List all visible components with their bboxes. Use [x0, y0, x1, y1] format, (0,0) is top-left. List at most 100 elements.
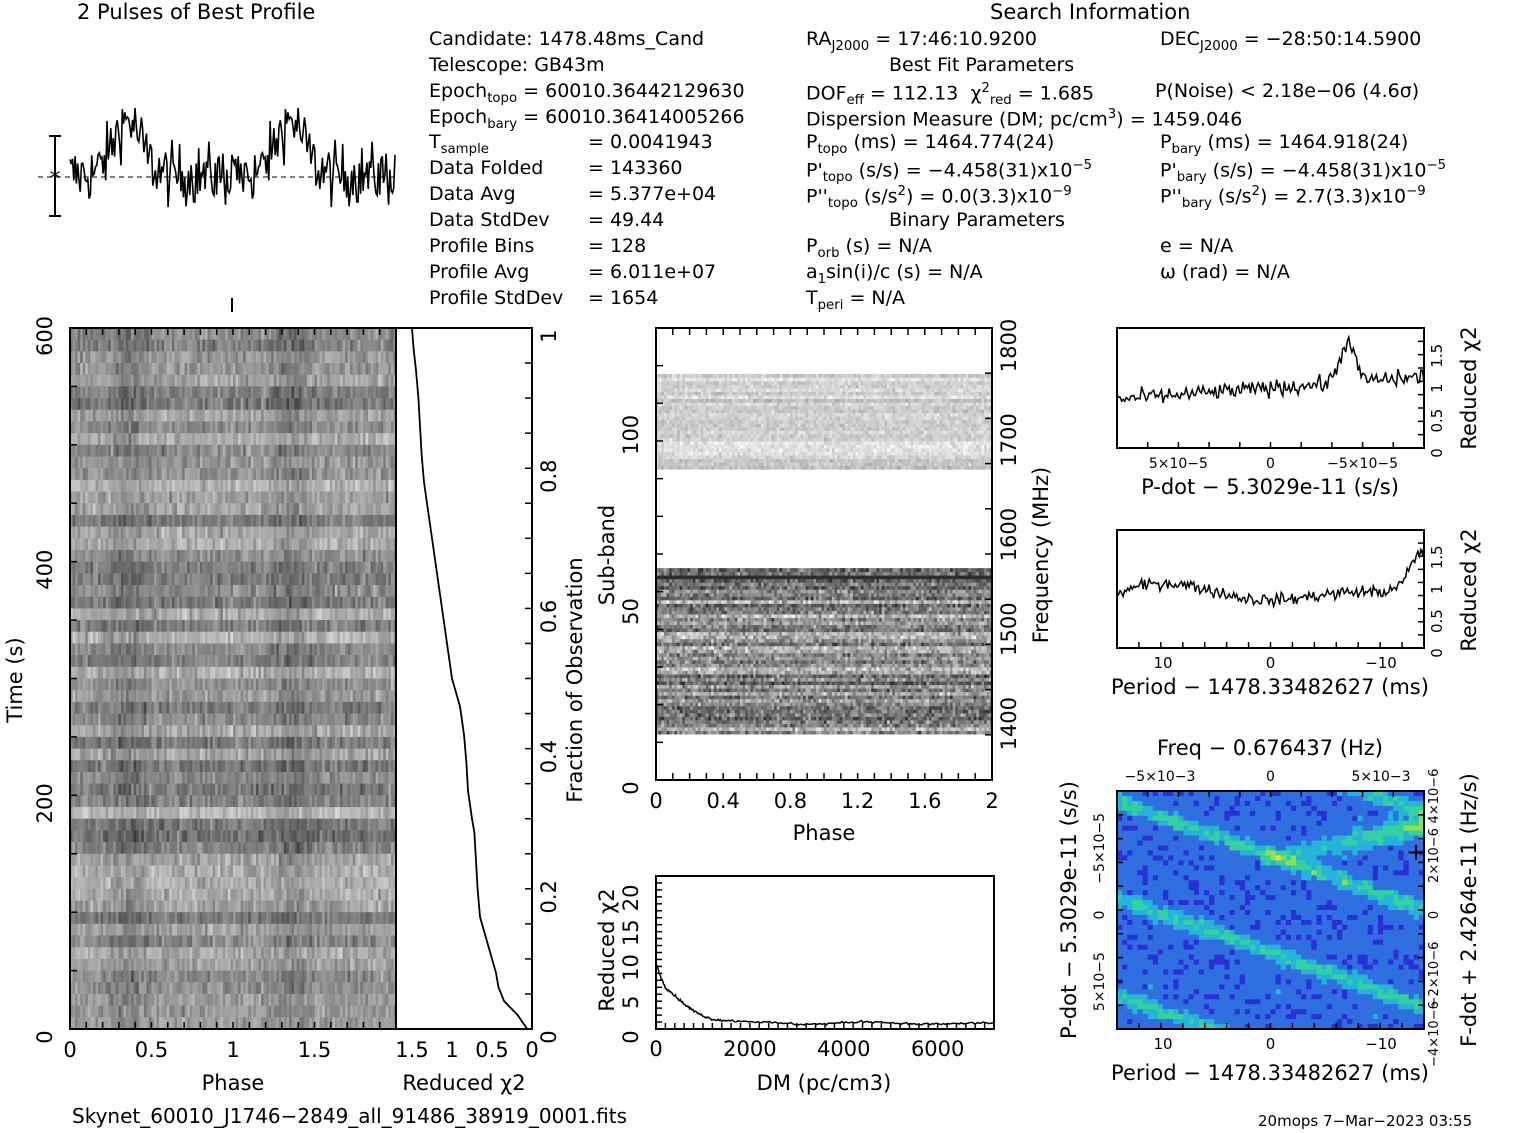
time-phase-cell: [146, 398, 150, 411]
time-phase-cell: [314, 339, 318, 352]
time-phase-cell: [182, 444, 186, 457]
time-phase-cell: [324, 538, 328, 551]
time-phase-cell: [98, 503, 101, 516]
time-phase-cell: [159, 760, 163, 773]
time-phase-cell: [273, 736, 277, 749]
time-phase-cell: [250, 491, 254, 504]
time-phase-cell: [204, 479, 208, 492]
time-phase-cell: [207, 725, 211, 738]
time-phase-cell: [212, 725, 216, 738]
time-phase-cell: [115, 456, 119, 469]
time-phase-cell: [357, 561, 361, 574]
time-phase-cell: [126, 421, 129, 434]
time-phase-cell: [131, 596, 135, 609]
time-phase-cell: [100, 479, 104, 492]
time-phase-cell: [261, 479, 264, 492]
time-phase-cell: [258, 363, 262, 376]
time-phase-cell: [248, 655, 252, 668]
time-phase-cell: [253, 760, 257, 773]
time-phase-cell: [324, 585, 328, 598]
time-phase-cell: [390, 748, 394, 761]
time-phase-cell: [233, 585, 236, 598]
time-phase-cell: [227, 771, 231, 785]
time-phase-cell: [103, 736, 107, 749]
time-phase-cell: [77, 421, 81, 434]
time-phase-cell: [75, 479, 79, 492]
time-phase-cell: [212, 561, 216, 574]
time-phase-cell: [179, 655, 183, 668]
time-phase-cell: [352, 491, 356, 504]
time-phase-cell: [87, 374, 91, 387]
time-phase-cell: [317, 561, 320, 574]
time-phase-cell: [345, 398, 349, 411]
time-phase-cell: [113, 585, 117, 598]
time-phase-cell: [202, 573, 206, 586]
time-phase-cell: [350, 561, 354, 574]
time-phase-cell: [365, 456, 369, 469]
time-phase-cell: [120, 538, 124, 551]
time-phase-cell: [283, 444, 287, 457]
time-phase-cell: [92, 666, 96, 679]
time-phase-cell: [82, 596, 86, 609]
time-phase-cell: [138, 479, 142, 492]
time-phase-cell: [227, 351, 231, 364]
time-phase-cell: [131, 433, 135, 446]
time-phase-cell: [131, 620, 135, 633]
time-phase-cell: [278, 678, 282, 691]
time-phase-cell: [148, 468, 152, 481]
time-phase-cell: [360, 736, 364, 749]
time-phase-cell: [286, 433, 290, 446]
time-phase-cell: [115, 409, 119, 422]
time-phase-cell: [166, 456, 170, 469]
time-phase-cell: [154, 514, 157, 528]
time-phase-cell: [342, 363, 346, 376]
time-phase-cell: [306, 690, 310, 703]
time-phase-cell: [215, 713, 219, 726]
time-phase-cell: [199, 514, 203, 528]
time-phase-cell: [210, 620, 214, 633]
time-phase-cell: [103, 328, 107, 341]
time-phase-cell: [291, 363, 295, 376]
time-phase-cell: [70, 351, 73, 364]
time-phase-cell: [210, 585, 214, 598]
time-phase-cell: [263, 339, 267, 352]
time-phase-cell: [304, 736, 308, 749]
time-phase-cell: [217, 444, 221, 457]
time-phase-cell: [161, 386, 165, 399]
time-phase-cell: [238, 725, 242, 738]
time-phase-cell: [383, 690, 387, 703]
time-phase-cell: [169, 643, 173, 656]
time-phase-cell: [212, 538, 216, 551]
time-phase-cell: [227, 748, 231, 761]
time-phase-cell: [304, 713, 308, 726]
time-phase-cell: [347, 585, 351, 598]
time-phase-cell: [337, 374, 341, 387]
time-phase-cell: [72, 339, 76, 352]
time-phase-cell: [118, 573, 122, 586]
time-phase-cell: [90, 760, 94, 773]
time-phase-cell: [238, 386, 242, 399]
time-phase-cell: [120, 409, 124, 422]
time-phase-cell: [278, 351, 282, 364]
time-phase-cell: [365, 713, 369, 726]
time-phase-cell: [161, 561, 165, 574]
time-phase-cell: [250, 585, 254, 598]
time-phase-cell: [281, 514, 285, 528]
time-phase-cell: [120, 363, 124, 376]
time-phase-cell: [90, 736, 94, 749]
time-phase-cell: [385, 398, 389, 411]
time-phase-cell: [217, 596, 221, 609]
time-phase-cell: [148, 456, 152, 469]
time-phase-cell: [225, 491, 229, 504]
time-phase-cell: [230, 573, 234, 586]
time-phase-cell: [212, 456, 216, 469]
time-phase-cell: [227, 433, 231, 446]
time-phase-cell: [299, 620, 303, 633]
time-phase-cell: [367, 479, 371, 492]
time-phase-cell: [327, 374, 331, 387]
time-phase-cell: [238, 549, 242, 563]
time-phase-cell: [347, 596, 351, 609]
time-phase-cell: [151, 386, 155, 399]
time-phase-cell: [245, 526, 249, 539]
time-phase-cell: [250, 678, 254, 691]
